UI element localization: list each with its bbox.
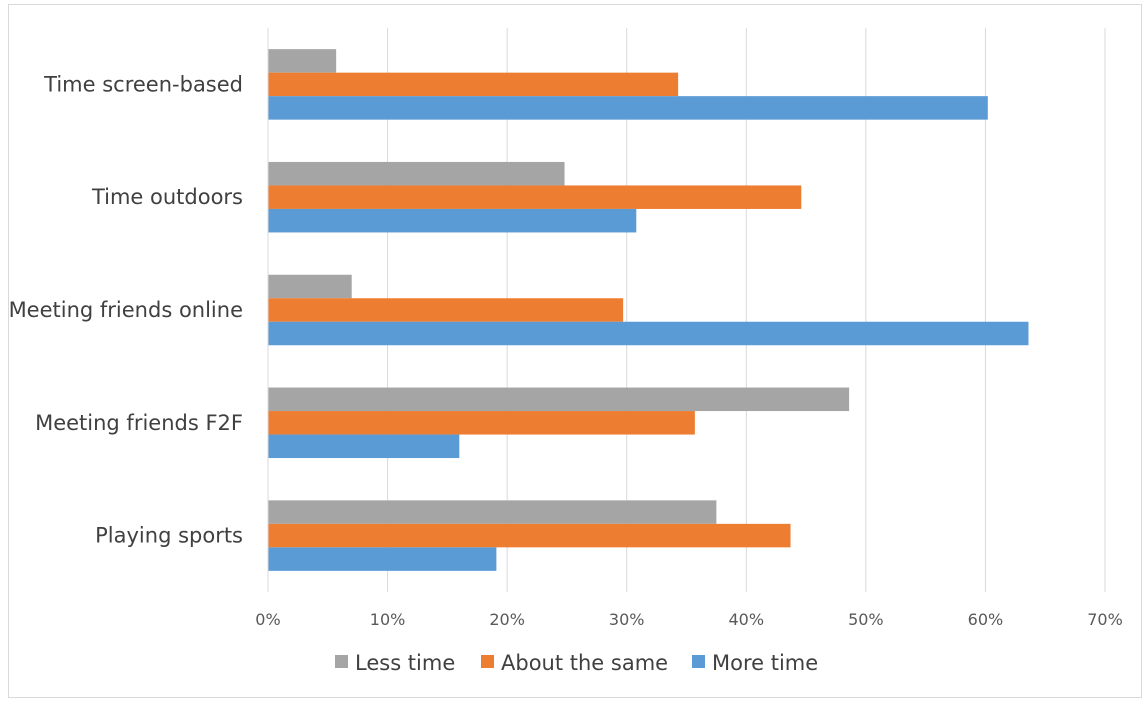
bar-less-time [268, 49, 337, 73]
bar-more-time [268, 434, 460, 459]
bar-more-time [268, 96, 988, 120]
legend-swatch [335, 655, 348, 668]
x-tick-label: 20% [489, 610, 525, 629]
bars [268, 49, 1029, 571]
bar-more-time [268, 321, 1029, 346]
bar-less-time [268, 387, 850, 412]
gridlines [387, 28, 1106, 592]
bar-about-the-same [268, 298, 624, 322]
category-label: Meeting friends F2F [35, 411, 243, 435]
category-labels: Time screen-based Time outdoors Meeting fr… [9, 72, 243, 547]
legend-label: Less time [355, 651, 455, 675]
legend-swatch [481, 655, 494, 668]
x-tick-label: 30% [609, 610, 645, 629]
bar-less-time [268, 161, 565, 186]
x-tick-label: 40% [729, 610, 765, 629]
legend-swatch [692, 655, 705, 668]
x-tick-label: 60% [968, 610, 1004, 629]
bar-about-the-same [268, 523, 791, 548]
chart-frame [8, 4, 1142, 698]
category-label: Time screen-based [43, 72, 243, 96]
legend-label: More time [712, 651, 818, 675]
legend: Less time About the same More time [335, 651, 818, 675]
legend-label: About the same [501, 651, 668, 675]
bar-more-time [268, 208, 637, 233]
bar-about-the-same [268, 411, 695, 435]
bar-less-time [268, 500, 717, 524]
bar-more-time [268, 547, 497, 571]
category-label: Meeting friends online [9, 298, 243, 322]
bar-about-the-same [268, 185, 802, 209]
x-tick-label: 50% [848, 610, 884, 629]
bar-about-the-same [268, 72, 679, 97]
x-tick-label: 10% [370, 610, 406, 629]
x-tick-label: 0% [255, 610, 280, 629]
category-label: Playing sports [95, 524, 243, 548]
bar-less-time [268, 274, 352, 299]
category-label: Time outdoors [91, 185, 243, 209]
x-tick-labels: 0% 10% 20% 30% 40% 50% 60% 70% [255, 610, 1122, 629]
x-tick-label: 70% [1087, 610, 1123, 629]
